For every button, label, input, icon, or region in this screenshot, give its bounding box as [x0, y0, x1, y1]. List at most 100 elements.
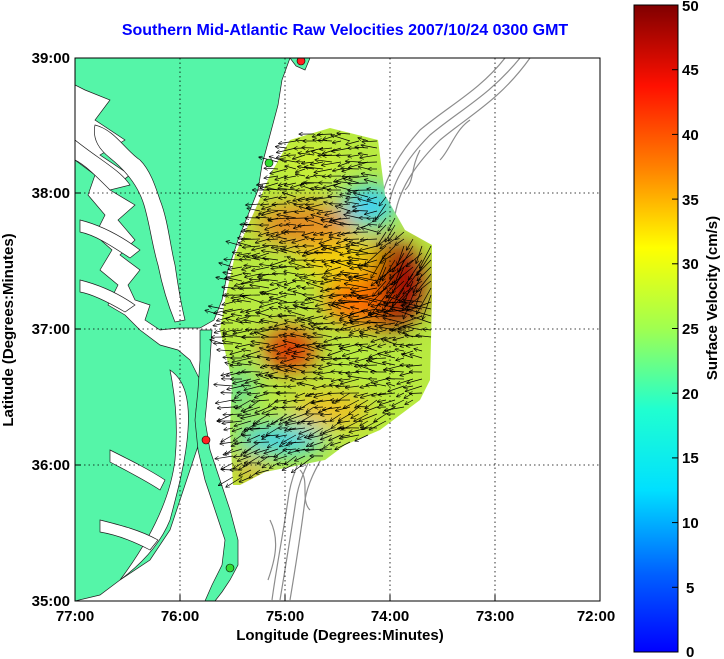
velocity-arrow: [239, 243, 252, 247]
velocity-arrow: [284, 272, 297, 274]
velocity-arrow: [270, 308, 279, 309]
velocity-arrow: [255, 448, 270, 453]
velocity-arrow: [279, 302, 297, 303]
velocity-arrow: [252, 266, 270, 271]
velocity-arrow: [382, 259, 396, 281]
velocity-arrow: [346, 161, 360, 162]
colorbar-ticks: [672, 4, 678, 653]
velocity-arrow: [215, 455, 234, 459]
velocity-arrow: [313, 333, 333, 338]
velocity-arrow: [291, 379, 306, 380]
velocity-arrow: [353, 287, 378, 292]
grid-lines: [75, 58, 600, 601]
velocity-arrow: [344, 239, 360, 240]
velocity-arrow: [348, 190, 369, 191]
velocity-arrow: [219, 263, 234, 268]
velocity-arrow: [411, 316, 432, 324]
velocity-arrow: [214, 343, 234, 344]
velocity-arrow: [376, 329, 387, 333]
velocity-arrow: [238, 414, 252, 416]
velocity-arrow: [244, 406, 261, 412]
velocity-arrow: [305, 309, 324, 310]
velocity-arrow: [277, 147, 297, 153]
velocity-arrow: [406, 385, 423, 391]
velocity-arrow: [243, 435, 252, 436]
velocity-arrow: [294, 400, 306, 401]
velocity-arrow: [353, 203, 369, 207]
velocity-arrow: [351, 413, 360, 418]
velocity-arrow: [288, 386, 297, 387]
velocity-arrows: [205, 133, 432, 487]
velocity-arrow: [341, 272, 360, 274]
velocity-arrow: [367, 322, 387, 323]
velocity-arrow: [223, 272, 234, 274]
colorbar-tick-label: 25: [682, 321, 699, 338]
velocity-arrow: [343, 315, 369, 325]
velocity-arrow: [302, 231, 315, 236]
velocity-arrow: [396, 273, 414, 298]
velocity-arrow: [356, 371, 369, 372]
velocity-arrow: [391, 308, 414, 317]
velocity-arrow: [346, 140, 360, 145]
velocity-arrow: [378, 354, 396, 359]
velocity-arrow: [368, 224, 378, 225]
velocity-arrow: [365, 180, 378, 184]
velocity-arrow: [379, 238, 387, 245]
velocity-arrow: [330, 413, 342, 421]
colorbar-tick-label: 0: [686, 644, 694, 659]
velocity-arrow: [288, 428, 306, 430]
velocity-arrow: [378, 344, 387, 347]
velocity-arrow: [384, 273, 396, 290]
velocity-arrow: [267, 427, 279, 435]
velocity-arrow: [273, 274, 288, 275]
velocity-arrow: [320, 148, 333, 149]
velocity-arrow: [403, 326, 423, 331]
velocity-arrow: [254, 442, 270, 443]
velocity-arrow: [338, 421, 351, 423]
velocity-arrow: [234, 420, 252, 426]
velocity-arrow: [373, 280, 387, 296]
velocity-arrow: [321, 280, 333, 284]
velocity-arrow: [355, 434, 369, 441]
velocity-arrow: [316, 346, 333, 352]
velocity-arrow: [292, 356, 306, 358]
colorbar-tick-label: 35: [682, 192, 699, 209]
velocity-arrow: [244, 230, 261, 232]
velocity-arrow: [306, 204, 315, 205]
velocity-arrow: [264, 176, 279, 178]
velocity-arrow: [242, 350, 261, 357]
velocity-arrow: [237, 300, 252, 302]
velocity-arrow: [359, 350, 369, 351]
y-tick-label: 39:00: [32, 50, 70, 67]
x-tick-label: 75:00: [266, 608, 304, 625]
velocity-arrow: [306, 358, 315, 359]
velocity-arrow: [336, 386, 351, 387]
velocity-arrow: [226, 278, 243, 282]
y-tick-label: 38:00: [32, 185, 70, 202]
velocity-arrow: [349, 242, 369, 247]
velocity-arrow: [288, 311, 306, 317]
velocity-arrow: [228, 266, 243, 269]
colorbar-label: Surface Velocity (cm/s): [704, 216, 721, 380]
velocity-arrow: [347, 358, 360, 359]
velocity-arrow: [373, 210, 387, 222]
velocity-arrow: [323, 421, 333, 422]
colorbar-tick-label: 5: [686, 580, 694, 597]
velocity-arrow: [375, 203, 387, 220]
velocity-arrow: [331, 441, 342, 445]
velocity-arrow: [360, 345, 378, 352]
velocity-arrow: [350, 280, 360, 281]
velocity-arrow: [222, 420, 243, 423]
velocity-arrow: [405, 303, 432, 310]
velocity-arrow: [249, 362, 261, 366]
velocity-arrow: [235, 442, 252, 443]
velocity-arrow: [380, 399, 396, 405]
velocity-arrow: [300, 277, 315, 282]
velocity-field: [205, 128, 432, 487]
velocity-arrow: [388, 217, 396, 231]
velocity-arrow: [251, 342, 270, 345]
velocity-arrow: [321, 245, 333, 246]
velocity-arrow: [329, 237, 342, 239]
velocity-arrow: [241, 413, 261, 418]
velocity-arrow: [314, 175, 324, 176]
